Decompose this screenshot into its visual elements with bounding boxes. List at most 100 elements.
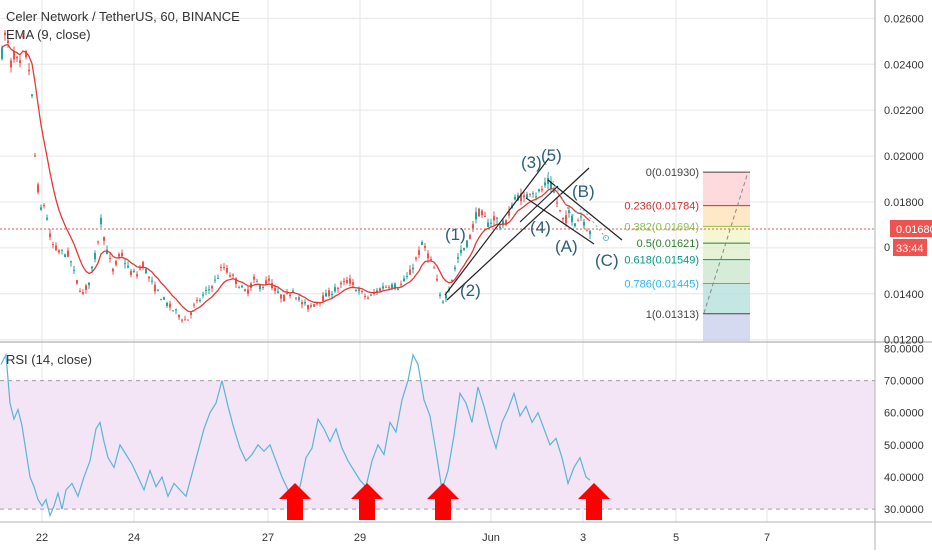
up-arrow-marker [279, 483, 311, 520]
candle-body [526, 194, 528, 198]
candle-body [574, 223, 576, 227]
candle-body [298, 297, 300, 300]
candle-body [124, 263, 126, 265]
wave-label: (1) [445, 225, 466, 244]
candle-body [373, 292, 375, 294]
channel-lower-line[interactable] [446, 167, 590, 301]
candle-body [325, 292, 327, 297]
candle-body [34, 155, 36, 157]
candle-body [244, 289, 246, 292]
candle-body [103, 236, 105, 241]
candle-body [442, 301, 444, 303]
candle-body [538, 189, 540, 192]
candle-body [283, 294, 285, 301]
candle-body [193, 304, 195, 306]
candle-body [16, 56, 18, 59]
fib-trend-line[interactable] [703, 171, 749, 314]
candle-body [529, 193, 531, 195]
candle-body [94, 253, 96, 260]
rsi-tick-label: 80.0000 [884, 343, 924, 355]
rsi-legend[interactable]: RSI (14, close) [6, 352, 92, 367]
candle-body [544, 182, 546, 186]
candle-body [112, 268, 114, 272]
candle-body [79, 290, 81, 292]
fib-level-label: 0.618(0.01549) [624, 255, 699, 267]
price-tick-label: 0.02000 [884, 151, 924, 163]
candle-body [388, 287, 390, 289]
candle-body [133, 270, 135, 273]
trend-lines[interactable] [444, 157, 623, 301]
candle-body [382, 286, 384, 289]
candle-body [478, 208, 480, 217]
candle-body [217, 278, 219, 280]
channel-upper-line[interactable] [444, 157, 550, 296]
candle-body [403, 278, 405, 282]
ema-legend[interactable]: EMA (9, close) [6, 27, 91, 42]
candle-body [190, 312, 192, 315]
candle-body [346, 279, 348, 283]
candle-body [1, 47, 3, 59]
candle-body [490, 222, 492, 224]
candle-body [451, 279, 453, 281]
candle-body [328, 290, 330, 296]
candle-body [571, 215, 573, 222]
candle-body [520, 193, 522, 202]
candle-body [67, 250, 69, 257]
candle-body [535, 196, 537, 198]
candle-body [157, 289, 159, 291]
time-tick-label: 3 [580, 532, 586, 544]
channel-mid-line[interactable] [519, 185, 559, 223]
candle-body [118, 254, 120, 257]
correction-lower-line[interactable] [525, 197, 595, 245]
candle-body [127, 265, 129, 268]
up-arrow-marker [427, 483, 459, 520]
current-price-tag [890, 220, 932, 237]
candle-body [466, 240, 468, 248]
fib-zone [703, 313, 750, 342]
candle-body [256, 281, 258, 283]
candle-body [232, 274, 234, 276]
candle-body [331, 294, 333, 296]
rsi-tick-label: 40.0000 [884, 472, 924, 484]
candle-body [523, 195, 525, 198]
candle-body [88, 282, 90, 286]
candle-body [397, 288, 399, 290]
fib-level-label: 0.5(0.01621) [637, 238, 699, 250]
chart-title: Celer Network / TetherUS, 60, BINANCE [6, 9, 240, 24]
candle-body [412, 267, 414, 270]
fib-zone [703, 226, 750, 244]
candle-body [31, 94, 33, 97]
candle-body [265, 280, 267, 285]
candle-body [307, 304, 309, 310]
candle-body [565, 215, 567, 224]
candle-body [280, 294, 282, 299]
candle-body [238, 287, 240, 289]
candle-body [364, 295, 366, 297]
ema-line [1, 44, 591, 313]
candle-body [64, 254, 66, 257]
candle-body [121, 252, 123, 257]
candle-body [82, 292, 84, 294]
current-price-label: 0.01680 [896, 224, 932, 236]
candle-body [562, 217, 564, 220]
wave-label: (2) [460, 281, 481, 300]
candle-body [205, 289, 207, 292]
wave-label: (4) [530, 218, 551, 237]
candle-body [259, 285, 261, 290]
correction-upper-line[interactable] [547, 179, 623, 241]
countdown-prefix: 0 [884, 242, 890, 254]
candle-body [514, 196, 516, 200]
candle-body [550, 181, 552, 189]
price-tick-label: 0.01400 [884, 289, 924, 301]
candle-body [547, 177, 549, 184]
candle-body [76, 280, 78, 284]
candle-body [532, 193, 534, 195]
candle-body [463, 248, 465, 250]
candle-body [7, 40, 9, 44]
candle-body [262, 286, 264, 288]
candle-body [211, 286, 213, 289]
candle-body [22, 36, 24, 38]
candle-body [43, 205, 45, 207]
